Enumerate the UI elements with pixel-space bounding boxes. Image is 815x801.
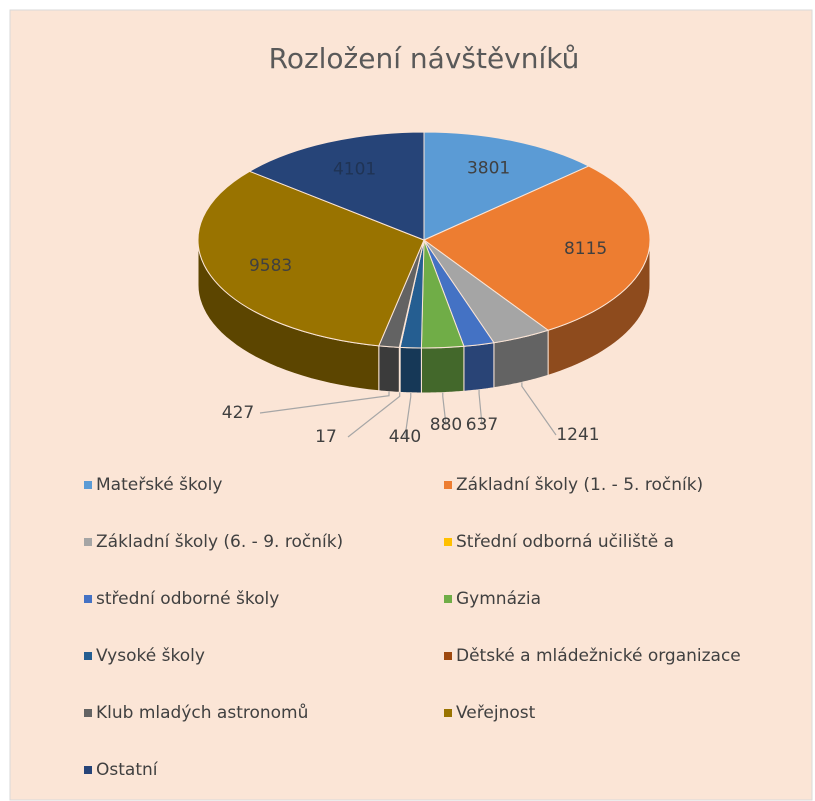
data-label: 427: [222, 403, 254, 423]
data-label: 3801: [467, 159, 510, 179]
legend-label: Ostatní: [96, 760, 159, 780]
legend-label: Základní školy (6. - 9. ročník): [96, 532, 343, 552]
legend-label: Mateřské školy: [96, 475, 222, 495]
legend-marker: [84, 652, 92, 660]
data-label: 880: [430, 415, 462, 435]
legend-marker: [84, 595, 92, 603]
data-label: 637: [466, 415, 498, 435]
leader-line: [347, 392, 401, 438]
legend-marker: [444, 595, 452, 603]
leader-line: [259, 391, 390, 414]
slice-side: [420, 345, 465, 394]
leader-line: [442, 392, 447, 426]
legend-marker: [84, 709, 92, 717]
data-label: 4101: [333, 160, 376, 180]
slice-side: [378, 345, 400, 393]
leader-line: [404, 392, 412, 438]
legend-label: Základní školy (1. - 5. ročník): [456, 475, 703, 495]
chart-title: Rozložení návštěvníků: [269, 42, 580, 75]
legend-label: Střední odborná učiliště a: [456, 532, 674, 552]
legend-label: Gymnázia: [456, 589, 541, 609]
legend-marker: [444, 538, 452, 546]
legend-label: Veřejnost: [456, 703, 536, 723]
chart-area: [9, 9, 813, 801]
legend-label: Dětské a mládežnické organizace: [456, 646, 741, 666]
legend-marker: [84, 766, 92, 774]
data-label: 17: [315, 427, 337, 447]
slice: [423, 165, 651, 331]
slice: [423, 131, 590, 241]
data-label: 8115: [564, 239, 607, 259]
legend-label: Klub mladých astronomů: [96, 703, 308, 723]
slice-side: [463, 342, 495, 392]
legend-marker: [84, 538, 92, 546]
slice: [248, 131, 425, 241]
legend-marker: [84, 481, 92, 489]
data-label: 440: [389, 427, 421, 447]
leader-line: [478, 389, 483, 426]
leader-line: [521, 382, 557, 436]
data-label: 1241: [556, 425, 599, 445]
legend-label: střední odborné školy: [96, 589, 279, 609]
legend-marker: [444, 652, 452, 660]
legend-marker: [444, 481, 452, 489]
slice: [197, 170, 425, 347]
slice-side: [399, 346, 422, 394]
legend-marker: [444, 709, 452, 717]
legend-label: Vysoké školy: [96, 646, 205, 666]
data-label: 9583: [249, 256, 292, 276]
